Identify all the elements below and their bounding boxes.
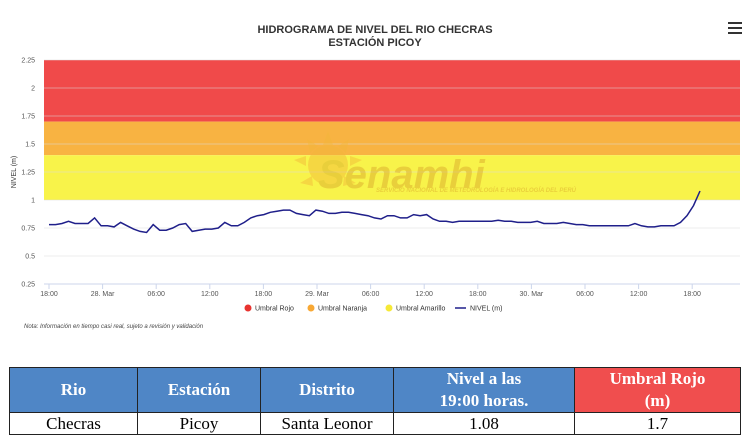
senamhi-watermark: Senamhi SERVICIO NACIONAL DE METEOROLOGÍ… bbox=[294, 131, 577, 197]
x-tick-label: 18:00 bbox=[40, 291, 58, 298]
cell-estacion: Picoy bbox=[137, 412, 261, 435]
x-tick-label: 12:00 bbox=[630, 291, 648, 298]
y-tick-label: 2.25 bbox=[21, 58, 35, 65]
header-nivel: Nivel a las 19:00 horas. bbox=[393, 367, 575, 413]
y-tick-label: 1.25 bbox=[21, 170, 35, 177]
y-tick-label: 2 bbox=[31, 86, 35, 93]
header-nivel-line2: 19:00 horas. bbox=[439, 391, 529, 410]
watermark-name: Senamhi bbox=[318, 153, 486, 197]
chart-note: Nota: Información en tiempo casi real, s… bbox=[24, 324, 204, 330]
station-info-table: Rio Estación Distrito Nivel a las 19:00 … bbox=[9, 367, 741, 435]
legend-marker bbox=[244, 304, 252, 312]
x-tick-label: 06:00 bbox=[576, 291, 594, 298]
cell-nivel: 1.08 bbox=[393, 412, 575, 435]
x-tick-label: 28. Mar bbox=[91, 291, 115, 298]
series-line-nivel bbox=[49, 190, 701, 234]
header-rio: Rio bbox=[9, 367, 138, 413]
chart-menu-button[interactable] bbox=[728, 22, 742, 36]
x-tick-label: 06:00 bbox=[362, 291, 380, 298]
header-estacion: Estación bbox=[137, 367, 261, 413]
cell-rio: Checras bbox=[9, 412, 138, 435]
x-tick-label: 18:00 bbox=[469, 291, 487, 298]
x-tick-label: 30. Mar bbox=[520, 291, 544, 298]
x-tick-label: 12:00 bbox=[415, 291, 433, 298]
band-umbral-amarillo bbox=[44, 155, 740, 200]
y-tick-label: 0.25 bbox=[21, 282, 35, 289]
legend-marker bbox=[385, 304, 393, 312]
x-tick-label: 18:00 bbox=[683, 291, 701, 298]
hamburger-menu-icon bbox=[728, 22, 742, 24]
legend-item-label[interactable]: Umbral Naranja bbox=[318, 306, 367, 313]
band-umbral-rojo bbox=[44, 60, 740, 122]
legend-item-label[interactable]: NIVEL (m) bbox=[470, 306, 502, 313]
legend-item-label[interactable]: Umbral Amarillo bbox=[396, 306, 446, 313]
chart-title: HIDROGRAMA DE NIVEL DEL RIO CHECRAS bbox=[257, 24, 492, 36]
legend-item-label[interactable]: Umbral Rojo bbox=[255, 306, 294, 313]
chart-subtitle: ESTACIÓN PICOY bbox=[328, 36, 422, 49]
hydrograph-chart: HIDROGRAMA DE NIVEL DEL RIO CHECRAS ESTA… bbox=[11, 24, 740, 330]
y-tick-label: 1 bbox=[31, 198, 35, 205]
header-umbral-line2: (m) bbox=[644, 391, 671, 410]
band-umbral-naranja bbox=[44, 121, 740, 156]
header-distrito: Distrito bbox=[260, 367, 394, 413]
table-header-row: Rio Estación Distrito Nivel a las 19:00 … bbox=[9, 367, 741, 413]
legend-marker bbox=[307, 304, 315, 312]
y-tick-label: 0.5 bbox=[25, 254, 35, 261]
y-tick-label: 0.75 bbox=[21, 226, 35, 233]
x-tick-label: 12:00 bbox=[201, 291, 219, 298]
y-tick-label: 1.5 bbox=[25, 142, 35, 149]
header-umbral-rojo: Umbral Rojo (m) bbox=[574, 367, 741, 413]
x-tick-label: 06:00 bbox=[147, 291, 165, 298]
header-nivel-line1: Nivel a las bbox=[446, 369, 522, 388]
cell-distrito: Santa Leonor bbox=[260, 412, 394, 435]
sun-logo-icon bbox=[294, 131, 362, 186]
chart-legend: Umbral Rojo Umbral Naranja Umbral Amarillo… bbox=[244, 304, 502, 313]
x-tick-label: 18:00 bbox=[255, 291, 273, 298]
x-tick-label: 29. Mar bbox=[305, 291, 329, 298]
y-axis-label: NIVEL (m) bbox=[11, 156, 18, 188]
header-umbral-line1: Umbral Rojo bbox=[609, 369, 706, 388]
cell-umbral-rojo: 1.7 bbox=[574, 412, 741, 435]
watermark-subtitle: SERVICIO NACIONAL DE METEOROLOGÍA E HIDR… bbox=[376, 187, 577, 194]
y-tick-label: 1.75 bbox=[21, 114, 35, 121]
table-row: Checras Picoy Santa Leonor 1.08 1.7 bbox=[9, 412, 741, 435]
